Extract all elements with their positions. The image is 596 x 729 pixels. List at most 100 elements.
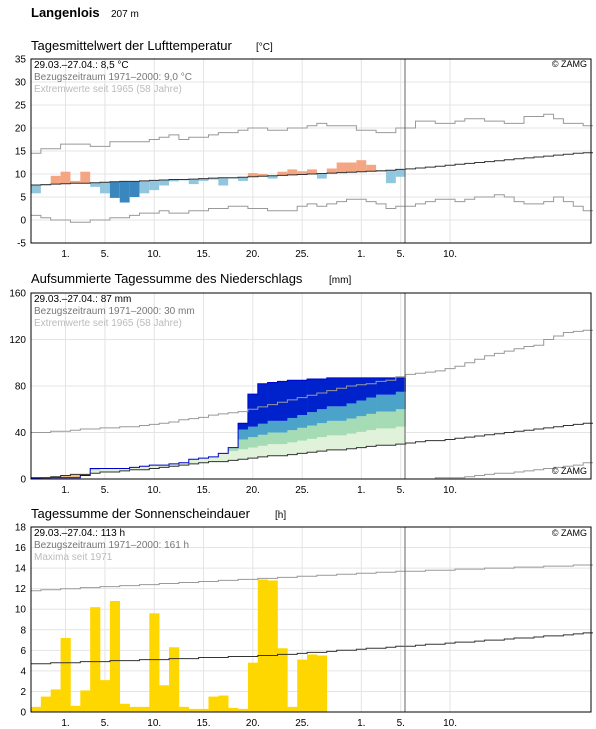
sun-chart-unit: [h] [275, 510, 286, 521]
precip-bar [376, 377, 387, 395]
temp-bar [169, 179, 179, 182]
precip-chart-unit: [mm] [329, 275, 351, 286]
precip-bar [356, 400, 367, 417]
temp-chart-title: Tagesmittelwert der Lufttemperatur [31, 38, 233, 53]
precip-bar [277, 444, 288, 456]
sun-x-tick-label: 5. [397, 718, 405, 729]
precip-bar [366, 377, 377, 398]
precip-bar [277, 432, 288, 445]
precip-bar [346, 418, 357, 434]
temp-bar [366, 164, 377, 172]
temp-bar [188, 179, 199, 185]
temp-bar [395, 169, 406, 177]
sun-bar [159, 685, 170, 712]
precip-bar [326, 406, 337, 421]
precip-y-tick-label: 80 [15, 382, 27, 393]
temp-y-tick-label: 35 [15, 55, 27, 66]
sun-x-tick-label: 10. [147, 718, 161, 729]
precip-bar [376, 428, 387, 446]
precip-bar [287, 380, 298, 418]
sun-bar [198, 708, 209, 712]
temp-bar [247, 173, 258, 177]
precip-info: 29.03.–27.04.: 87 mm Bezugszeitraum 1971… [34, 294, 587, 476]
precip-bar [307, 438, 318, 453]
precip-chart-title: Aufsummierte Tagessumme des Niederschlag… [31, 271, 303, 286]
sun-bar [247, 662, 259, 712]
precip-bar [366, 413, 377, 431]
sun-chart-title: Tagessumme der Sonnenscheindauer [31, 506, 251, 521]
precip-bar [336, 420, 347, 436]
precip-bar [326, 420, 337, 436]
precip-info-line2: Bezugszeitraum 1971–2000: 30 mm [34, 306, 195, 317]
precip-bar [287, 430, 298, 443]
temp-bar [100, 182, 110, 194]
precip-bar [326, 377, 337, 407]
sun-y-tick-label: 12 [15, 584, 27, 595]
precip-bar [228, 451, 239, 461]
temp-bar [326, 168, 337, 174]
precip-bar [307, 412, 318, 426]
sun-bar [287, 706, 298, 712]
temp-bar [267, 175, 278, 179]
sun-bar [267, 580, 278, 712]
precip-bar [159, 465, 170, 468]
temp-bar [31, 185, 41, 194]
precip-bar [238, 423, 249, 430]
precip-bar [50, 476, 61, 478]
precip-bar [267, 432, 278, 445]
sun-bar [238, 708, 249, 712]
precip-bar [346, 433, 357, 449]
sun-bar [50, 689, 61, 712]
temp-x-tick-label: 10. [443, 249, 457, 260]
precip-y-tick-label: 0 [20, 475, 26, 486]
sun-bar [218, 695, 229, 712]
precip-bar [267, 444, 278, 456]
precip-bar [395, 377, 406, 392]
precip-info-line3: Extremwerte seit 1965 (58 Jahre) [34, 318, 182, 329]
precip-bar [218, 453, 229, 462]
precip-bar [395, 426, 406, 445]
precip-bar [257, 434, 268, 446]
temp-bar [218, 177, 229, 186]
temp-bar [316, 173, 327, 179]
precip-x-tick-label: 25. [295, 485, 309, 496]
sun-info-line3: Maxima seit 1971 [34, 552, 113, 563]
precip-bar [326, 435, 337, 450]
temp-max-line [31, 113, 593, 154]
precip-bar [228, 447, 239, 452]
precip-bar [208, 456, 219, 462]
temp-bar [336, 162, 347, 173]
sun-y-tick-label: 14 [15, 564, 27, 575]
sun-bar [297, 659, 308, 712]
precip-bar [267, 382, 278, 421]
temp-frame [30, 58, 592, 244]
temp-bar [129, 181, 140, 197]
station-elevation: 207 m [111, 9, 139, 20]
precip-bar [139, 466, 150, 470]
precip-bar [257, 445, 268, 457]
precip-bar [385, 394, 397, 412]
temp-x-tick-label: 25. [295, 249, 309, 260]
sun-y-tick-label: 2 [20, 687, 26, 698]
sun-x-tick-label: 15. [197, 718, 211, 729]
precip-bar [297, 415, 308, 428]
precip-bar [287, 417, 298, 431]
sun-bar [90, 607, 101, 712]
sun-x-tick-label: 1. [61, 718, 69, 729]
precip-bar [316, 379, 328, 410]
temp-credit: © ZAMG [552, 59, 587, 69]
temp-y-tick-label: 20 [15, 124, 27, 135]
temp-y-tick-label: 0 [20, 216, 26, 227]
precip-bar [60, 475, 71, 478]
sun-x-tick-label: 10. [443, 718, 457, 729]
temp-y-tick-label: -5 [17, 239, 26, 250]
sun-bar [316, 655, 328, 712]
temp-bar [149, 180, 160, 191]
sun-bar [70, 705, 81, 712]
sun-x-tick-label: 5. [101, 718, 109, 729]
precip-bar [178, 462, 190, 466]
precip-bar [257, 383, 268, 424]
precip-bar [316, 409, 328, 424]
sunshine-chart: 0 2 4 6 8 10 12 14 16 18 1. 5. 10. 15. 20. 25. 1. 5. 10. [15, 523, 593, 729]
temp-info-line1: 29.03.–27.04.: 8,5 °C [34, 60, 129, 71]
